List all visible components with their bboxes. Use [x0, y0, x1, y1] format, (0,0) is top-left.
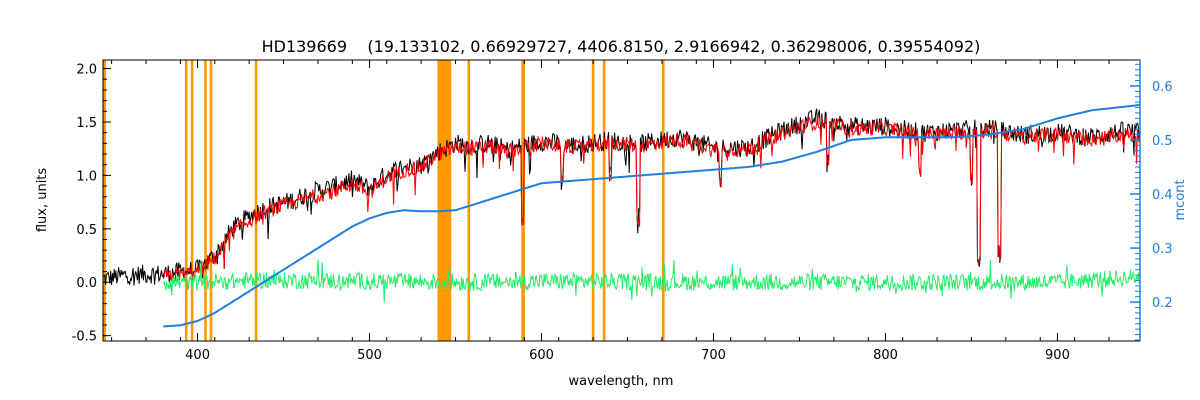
- data-series: [103, 103, 1140, 328]
- y-tick-label: 2.0: [76, 63, 97, 78]
- y-tick-label: 1.5: [76, 116, 97, 131]
- y2-tick-label: 0.6: [1152, 80, 1173, 95]
- continuum-line: [163, 103, 1140, 328]
- x-tick-label: 700: [701, 348, 726, 363]
- plot-frame: [102, 59, 1141, 342]
- y-tick-label: 0.0: [76, 276, 97, 291]
- masked-regions: [103, 60, 665, 341]
- y2-tick-label: 0.4: [1152, 188, 1173, 203]
- x-tick-label: 400: [185, 348, 210, 363]
- y-tick-label: -0.5: [72, 330, 97, 345]
- x-tick-label: 500: [357, 348, 382, 363]
- y-tick-label: 1.0: [76, 169, 97, 184]
- residual-line: [162, 259, 1140, 304]
- y2-axis-label: mcont: [1173, 179, 1188, 220]
- y2-tick-label: 0.3: [1152, 242, 1173, 257]
- y-axis-label: flux, units: [35, 168, 50, 233]
- x-axis-label: wavelength, nm: [569, 374, 674, 389]
- x-tick-label: 900: [1045, 348, 1070, 363]
- x-tick-label: 800: [873, 348, 898, 363]
- y2-tick-label: 0.2: [1152, 296, 1173, 311]
- axes: 400 500 600 700 800 900 -0.5 0.0 0.5 1.0 1.5 2.0 0.2…: [72, 60, 1173, 363]
- left-edge-marker: [103, 60, 106, 341]
- y-tick-label: 0.5: [76, 223, 97, 238]
- model-flux-line: [162, 115, 1140, 282]
- chart-title: HD139669 (19.133102, 0.66929727, 4406.81…: [262, 37, 981, 56]
- x-tick-label: 600: [529, 348, 554, 363]
- y2-tick-label: 0.5: [1152, 134, 1173, 149]
